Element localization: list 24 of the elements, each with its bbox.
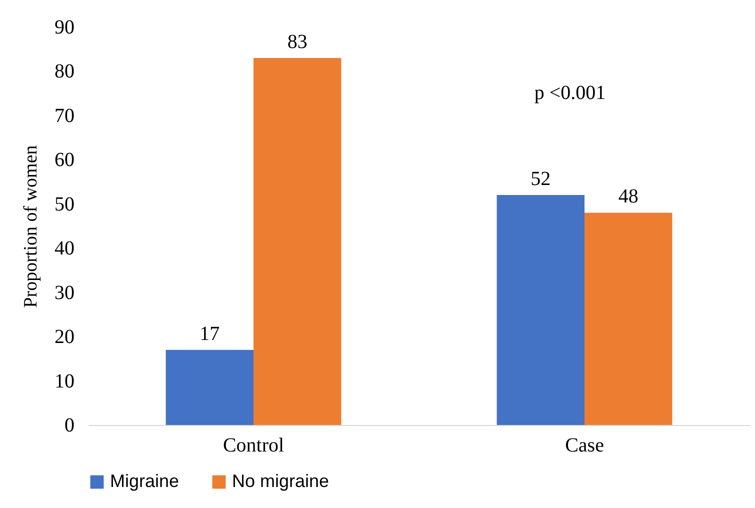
y-tick-label: 50	[54, 193, 74, 216]
y-axis-title: Proportion of women	[20, 144, 42, 308]
data-label: 52	[530, 168, 551, 190]
data-label: 83	[287, 30, 308, 53]
bar	[496, 195, 584, 425]
bar	[254, 58, 342, 425]
annotation: p <0.001	[534, 82, 606, 104]
y-tick-label: 10	[54, 370, 74, 392]
y-tick-label: 70	[54, 104, 74, 127]
y-tick-label: 60	[54, 149, 74, 172]
y-tick-label: 40	[54, 238, 74, 260]
data-label: 17	[200, 322, 220, 345]
x-tick-label: Control	[222, 434, 284, 456]
data-label: 48	[618, 186, 638, 208]
bar	[166, 350, 254, 425]
y-tick-label: 80	[54, 60, 74, 83]
legend-label: No migraine	[232, 471, 330, 491]
y-tick-label: 90	[54, 16, 74, 38]
legend-label: Migraine	[110, 471, 180, 491]
y-tick-label: 20	[54, 326, 74, 348]
x-tick-label: Case	[565, 434, 604, 456]
bar	[584, 212, 672, 425]
y-tick-label: 0	[64, 414, 74, 436]
y-tick-label: 30	[54, 282, 74, 304]
